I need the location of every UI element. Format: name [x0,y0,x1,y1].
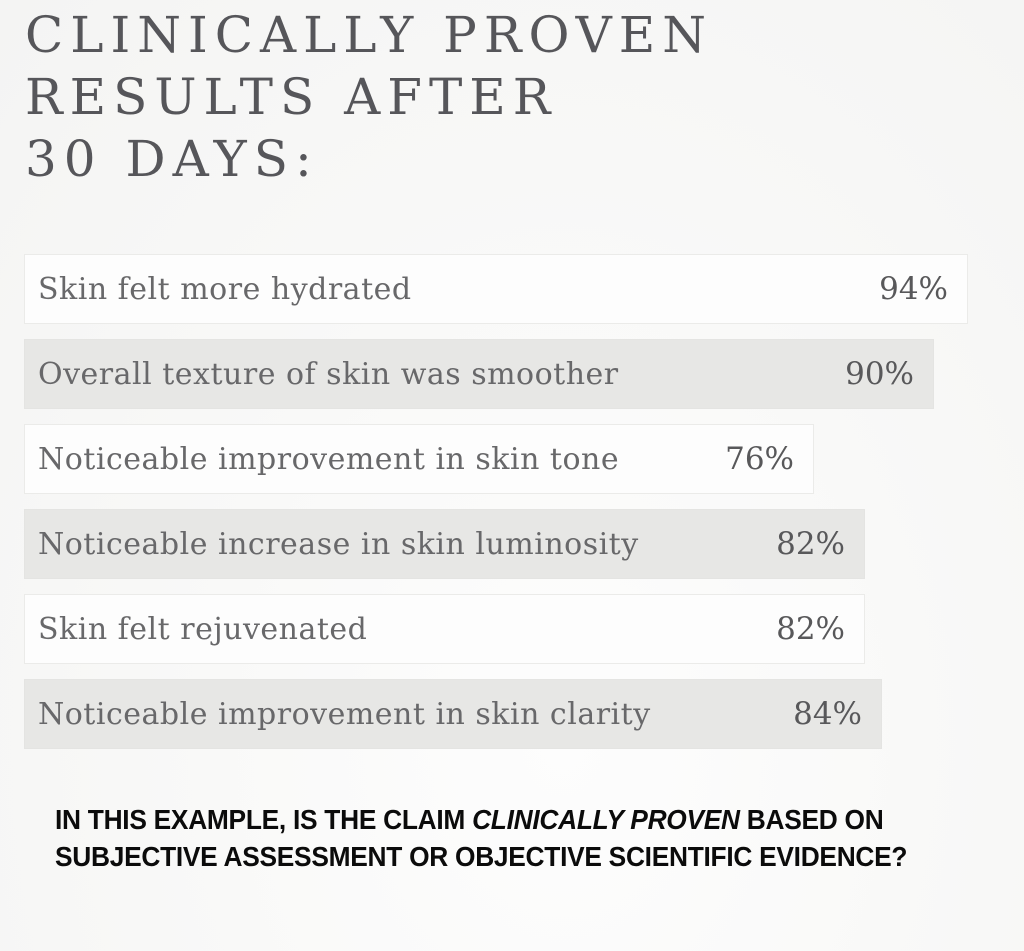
page-title-line-1: CLINICALLY PROVEN [25,6,713,64]
question-line-1-prefix: IN THIS EXAMPLE, IS THE CLAIM [55,804,473,835]
bar-label: Skin felt rejuvenated [38,611,368,647]
page-title-line-3: 30 DAYS: [25,130,319,188]
bar-label: Noticeable improvement in skin clarity [38,696,651,732]
question-text: IN THIS EXAMPLE, IS THE CLAIM CLINICALLY… [55,801,908,875]
bar-value: 90% [845,356,914,392]
question-line-2: SUBJECTIVE ASSESSMENT OR OBJECTIVE SCIEN… [55,841,908,872]
bar-row: Noticeable improvement in skin clarity 84… [24,679,882,749]
bar-label: Noticeable increase in skin luminosity [38,526,639,562]
bar-label: Noticeable improvement in skin tone [38,441,620,477]
bar-row: Noticeable increase in skin luminosity 82… [24,509,865,579]
bar-value: 94% [879,271,948,307]
bar-row: Skin felt rejuvenated 82% [24,594,865,664]
bar-value: 82% [776,526,845,562]
question-line-1-suffix: BASED ON [739,804,884,835]
bar-chart: Skin felt more hydrated 94% Overall textur… [24,254,1000,764]
bar-row: Skin felt more hydrated 94% [24,254,968,324]
bar-value: 84% [793,696,862,732]
page-title-line-2: RESULTS AFTER [25,68,558,126]
bar-value: 82% [776,611,845,647]
bar-row: Overall texture of skin was smoother 90% [24,339,934,409]
bar-row: Noticeable improvement in skin tone 76% [24,424,814,494]
bar-value: 76% [725,441,794,477]
page-title: CLINICALLY PROVEN RESULTS AFTER 30 DAYS: [25,4,713,190]
question-line-1-italic: CLINICALLY PROVEN [472,804,740,835]
question-line-1: IN THIS EXAMPLE, IS THE CLAIM CLINICALLY… [55,804,884,835]
bar-label: Overall texture of skin was smoother [38,356,619,392]
bar-label: Skin felt more hydrated [38,271,412,307]
